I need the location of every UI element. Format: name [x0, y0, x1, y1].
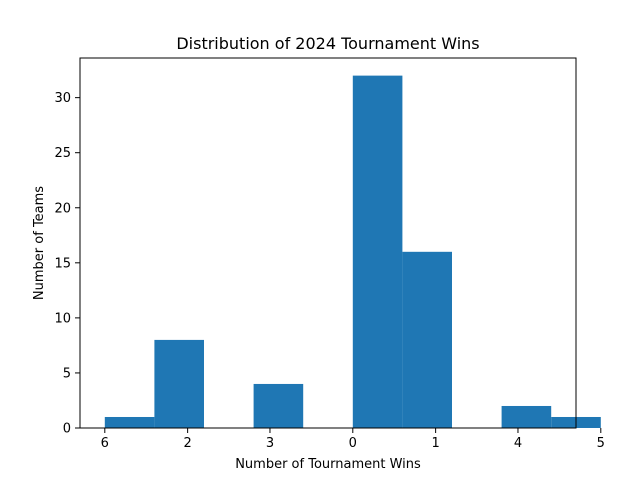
x-tick-label-1: 2 [183, 436, 191, 451]
chart-title: Distribution of 2024 Tournament Wins [176, 34, 479, 53]
y-tick-label-1: 5 [63, 366, 71, 381]
y-axis-ticks: 0 5 10 15 20 25 30 [54, 91, 80, 437]
y-axis-label: Number of Teams [32, 186, 47, 300]
x-tick-label-0: 6 [101, 436, 109, 451]
y-tick-label-2: 10 [54, 311, 71, 326]
x-axis-label: Number of Tournament Wins [235, 457, 421, 472]
x-tick-label-6: 5 [597, 436, 605, 451]
plot-frame [79, 57, 577, 429]
y-tick-label-0: 0 [63, 422, 71, 437]
x-tick-label-2: 3 [266, 436, 274, 451]
x-tick-label-3: 0 [349, 436, 357, 451]
x-tick-label-4: 1 [431, 436, 439, 451]
bars-group [104, 75, 601, 428]
y-tick-label-6: 30 [54, 91, 71, 106]
histogram-bar-3 [253, 383, 304, 428]
x-axis-ticks: 6 2 3 0 1 4 5 [101, 428, 605, 451]
x-tick-label-5: 4 [514, 436, 522, 451]
histogram-bar-8 [501, 405, 552, 428]
y-tick-label-3: 15 [54, 256, 71, 271]
histogram-bar-5 [352, 75, 403, 428]
y-tick-label-5: 25 [54, 146, 71, 161]
y-tick-label-4: 20 [54, 201, 71, 216]
histogram-bar-6 [402, 251, 452, 428]
histogram-bar-0 [104, 416, 155, 428]
histogram-bar-1 [154, 339, 204, 428]
